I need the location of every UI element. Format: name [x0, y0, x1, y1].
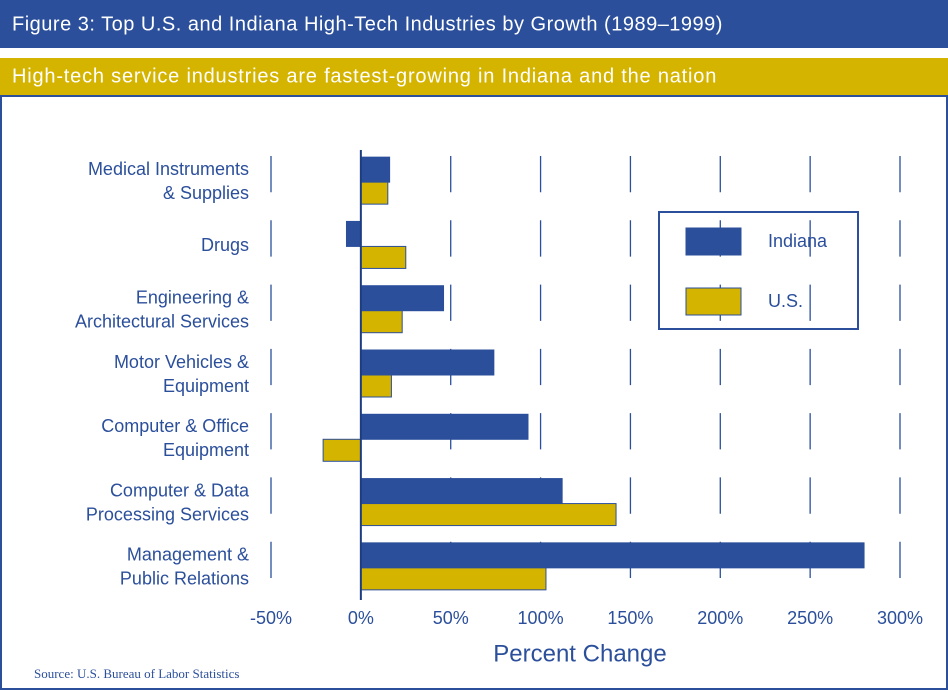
- category-label: Medical Instruments: [88, 159, 249, 179]
- legend-swatch: [685, 287, 742, 316]
- category-label: Motor Vehicles &: [114, 352, 249, 372]
- bar: [360, 285, 445, 312]
- bar: [360, 478, 563, 505]
- frame: [0, 95, 948, 690]
- bar: [360, 567, 547, 591]
- bar: [360, 181, 389, 205]
- category-label: Processing Services: [86, 504, 249, 524]
- legend-label: Indiana: [768, 231, 828, 251]
- x-tick-label: 250%: [787, 608, 833, 628]
- x-tick-label: 200%: [697, 608, 743, 628]
- x-axis-label: Percent Change: [493, 640, 666, 667]
- bar: [360, 245, 407, 269]
- category-label: & Supplies: [163, 183, 249, 203]
- x-tick-label: 150%: [607, 608, 653, 628]
- x-tick-label: 100%: [518, 608, 564, 628]
- bar: [360, 310, 403, 334]
- title-bar: [0, 0, 948, 48]
- bar: [360, 374, 392, 398]
- bar: [360, 156, 391, 183]
- category-label: Equipment: [163, 376, 249, 396]
- bar: [360, 542, 865, 569]
- source: Source: U.S. Bureau of Labor Statistics: [34, 666, 239, 681]
- x-tick-label: 50%: [433, 608, 469, 628]
- chart-subtitle: High-tech service industries are fastest…: [12, 65, 717, 87]
- category-label: Management &: [127, 545, 249, 565]
- subtitle-bar: [0, 58, 948, 96]
- bar: [360, 413, 529, 440]
- category-label: Equipment: [163, 440, 249, 460]
- category-label: Computer & Data: [110, 480, 250, 500]
- bar: [345, 220, 362, 247]
- chart-title: Figure 3: Top U.S. and Indiana High-Tech…: [12, 13, 723, 35]
- category-label: Architectural Services: [75, 311, 249, 331]
- legend-swatch: [685, 227, 742, 256]
- x-tick-label: 0%: [348, 608, 374, 628]
- bar: [360, 503, 617, 527]
- legend-label: U.S.: [768, 291, 803, 311]
- bar: [322, 438, 362, 462]
- x-tick-label: 300%: [877, 608, 923, 628]
- bar: [360, 349, 495, 376]
- category-label: Computer & Office: [101, 416, 249, 436]
- category-label: Public Relations: [120, 569, 249, 589]
- category-label: Drugs: [201, 235, 249, 255]
- category-label: Engineering &: [136, 287, 249, 307]
- x-tick-label: -50%: [250, 608, 292, 628]
